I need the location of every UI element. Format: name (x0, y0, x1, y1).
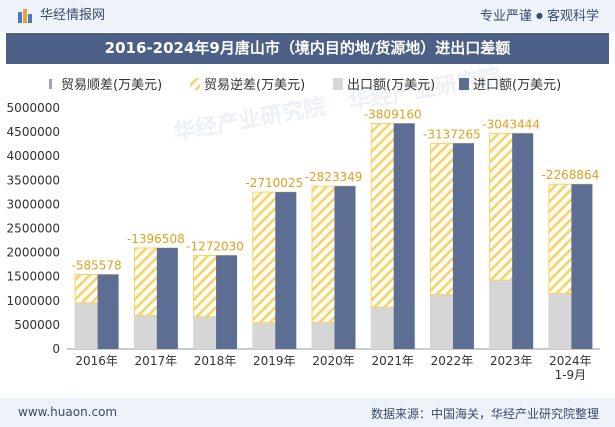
deficit-data-label: -3137265 (423, 127, 481, 141)
import-bar (334, 186, 356, 349)
footer-site: www.huaon.com (18, 405, 118, 419)
brand-name: 华经情报网 (40, 8, 106, 23)
footer-bar: www.huaon.com 数据来源：中国海关，华经产业研究院整理 (0, 398, 615, 427)
y-tick-label: 2000000 (7, 246, 60, 260)
y-tick-label: 3000000 (7, 197, 60, 211)
slogan-left: 专业严谨 (479, 9, 532, 24)
deficit-data-label: -1396508 (127, 232, 185, 246)
slogan: 专业严谨 ● 客观科学 (480, 9, 599, 24)
y-tick-label: 1500000 (7, 270, 60, 284)
import-bar (452, 143, 474, 349)
y-tick-label: 500000 (14, 318, 60, 332)
x-tick-label: 2022年 (431, 354, 474, 368)
y-tick-label: 4000000 (7, 149, 60, 163)
import-bar (571, 184, 593, 349)
y-tick-label: 3500000 (7, 173, 60, 187)
watermark-text: 华经产业研究院 (172, 94, 328, 146)
top-bar: 华经情报网 专业严谨 ● 客观科学 (0, 0, 615, 32)
x-tick-label: 2016年 (75, 354, 118, 368)
slogan-dot: ● (536, 11, 543, 20)
legend-swatch-export (333, 78, 343, 90)
y-tick-label: 0 (52, 342, 60, 356)
chart-title: 2016-2024年9月唐山市（境内目的地/货源地）进出口差额 (104, 39, 511, 57)
legend-label-surplus: 贸易顺差(万美元) (61, 78, 162, 93)
import-bar (512, 133, 534, 349)
legend-label-import: 进口额(万美元) (473, 78, 561, 93)
x-tick-label: 2017年 (135, 354, 178, 368)
y-tick-label: 1000000 (7, 294, 60, 308)
y-tick-label: 4500000 (7, 125, 60, 139)
deficit-data-label: -2823349 (305, 170, 363, 184)
import-bar (156, 247, 178, 349)
footer-source: 数据来源：中国海关，华经产业研究院整理 (370, 407, 599, 421)
deficit-data-label: -2710025 (245, 176, 303, 190)
x-tick-label: 1-9月 (555, 368, 587, 382)
x-tick-label: 2024年 (549, 354, 592, 368)
x-tick-label: 2023年 (490, 354, 533, 368)
deficit-data-label: -2268864 (541, 168, 599, 182)
x-tick-label: 2020年 (312, 354, 355, 368)
slogan-right: 客观科学 (546, 9, 599, 24)
title-bar: 2016-2024年9月唐山市（境内目的地/货源地）进出口差额 (6, 33, 609, 64)
deficit-data-label: -3043444 (482, 117, 540, 131)
import-bar (275, 192, 297, 349)
import-bar (97, 274, 119, 349)
brand-logo-icon (18, 9, 32, 23)
legend-label-export: 出口额(万美元) (347, 78, 435, 93)
legend-swatch-surplus (49, 79, 52, 89)
x-tick-label: 2021年 (371, 354, 414, 368)
y-tick-label: 5000000 (7, 101, 60, 115)
brand: 华经情报网 (18, 9, 105, 23)
deficit-data-label: -585578 (72, 259, 122, 273)
x-tick-label: 2018年 (194, 354, 237, 368)
import-bar (393, 123, 415, 349)
import-bar (216, 255, 238, 349)
y-tick-label: 2500000 (7, 222, 60, 236)
deficit-data-label: -3809160 (364, 107, 422, 121)
legend-swatch-import (459, 78, 469, 90)
deficit-data-label: -1272030 (186, 239, 244, 253)
legend-label-deficit: 贸易逆差(万美元) (204, 77, 305, 93)
x-tick-label: 2019年 (253, 354, 296, 368)
legend-swatch-deficit (190, 78, 200, 90)
